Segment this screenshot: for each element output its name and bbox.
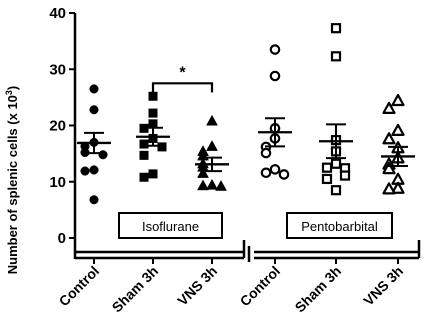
group-label: Pentobarbital	[301, 219, 378, 234]
data-point	[98, 150, 108, 160]
data-point	[139, 172, 149, 182]
series-4	[260, 44, 290, 180]
data-point	[197, 167, 209, 178]
data-point	[391, 123, 405, 136]
data-point	[269, 70, 281, 82]
series-6	[382, 93, 405, 195]
data-point	[89, 84, 99, 94]
group-label-box	[286, 212, 393, 239]
y-axis-title-close: )	[5, 86, 20, 90]
series-1	[80, 84, 108, 205]
y-tick-label: 30	[49, 61, 66, 78]
data-point	[139, 139, 149, 149]
y-axis-title-main: Number of splenic cells (x 10	[5, 95, 20, 274]
data-point	[139, 150, 149, 160]
data-point	[278, 169, 290, 180]
data-point	[197, 179, 209, 191]
data-point	[260, 147, 272, 159]
data-point	[339, 170, 351, 181]
series-5	[321, 23, 351, 196]
x-tick-label: Sham 3h	[292, 263, 345, 316]
data-point	[382, 101, 396, 115]
data-point	[206, 115, 218, 126]
data-point	[148, 169, 158, 179]
data-point	[330, 158, 342, 169]
data-point	[80, 166, 90, 176]
group-label: Isoflurane	[142, 219, 199, 234]
data-point	[382, 162, 396, 175]
y-tick-label: 40	[49, 5, 66, 22]
y-tick-label: 20	[49, 118, 66, 135]
data-point	[382, 132, 396, 145]
data-point	[321, 162, 333, 173]
x-tick-label: VNS 3h	[174, 263, 220, 309]
data-point	[321, 173, 333, 185]
x-tick-label: Control	[237, 263, 284, 310]
y-axis: 0 10 20 30 40	[49, 5, 77, 259]
data-point	[89, 165, 99, 175]
y-tick-label: 10	[49, 174, 66, 191]
significance-annotation: *	[151, 64, 214, 93]
data-point	[148, 91, 158, 101]
y-tick-label: 0	[58, 230, 66, 247]
data-point	[260, 167, 272, 179]
data-point	[157, 142, 167, 152]
x-tick-label: VNS 3h	[360, 263, 406, 309]
mean-sem-bars	[77, 117, 415, 173]
data-point	[215, 180, 227, 191]
group-label-box	[118, 212, 223, 239]
data-point	[269, 44, 281, 55]
data-point	[382, 182, 396, 195]
significance-label: *	[179, 64, 186, 81]
data-point	[206, 140, 218, 151]
data-point	[89, 105, 99, 115]
x-tick-label: Control	[56, 263, 103, 310]
data-point	[269, 164, 281, 175]
data-point	[391, 93, 405, 107]
x-tick-label: Sham 3h	[109, 263, 162, 316]
data-point	[330, 185, 342, 196]
significance-bracket	[151, 82, 214, 93]
data-point	[148, 108, 158, 118]
y-axis-title-exponent: 3	[4, 90, 14, 95]
data-marks	[80, 23, 405, 205]
y-axis-title: Number of splenic cells (x 103)	[4, 86, 20, 275]
data-point	[206, 179, 218, 190]
series-3	[197, 115, 227, 191]
data-point	[330, 23, 342, 34]
data-point	[391, 181, 405, 194]
data-point	[330, 51, 342, 62]
data-point	[89, 195, 99, 205]
